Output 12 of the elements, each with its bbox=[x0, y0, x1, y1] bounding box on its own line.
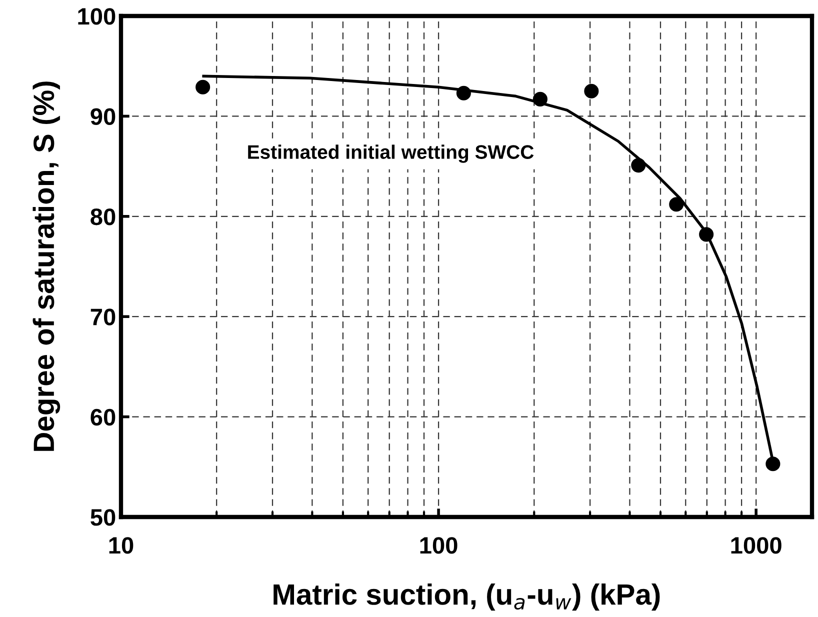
y-tick-label: 70 bbox=[90, 308, 116, 326]
annotation: Estimated initial wetting SWCC bbox=[248, 144, 534, 163]
x-axis-title: Matric suction, (u$_{a}$-u$_{w}$) (kPa) bbox=[274, 583, 660, 611]
x-tick-label: 1000 bbox=[731, 537, 782, 554]
y-tick-label: 90 bbox=[90, 108, 116, 125]
y-tick-label: 60 bbox=[90, 408, 116, 426]
y-tick-label: 100 bbox=[78, 8, 116, 25]
x-tick-label: 10 bbox=[109, 537, 134, 554]
y-tick-label: 80 bbox=[90, 208, 116, 226]
y-axis-title: Degree of saturation, S (%) bbox=[32, 82, 60, 451]
y-tick-label: 50 bbox=[90, 509, 116, 526]
x-tick-label: 100 bbox=[420, 537, 458, 554]
